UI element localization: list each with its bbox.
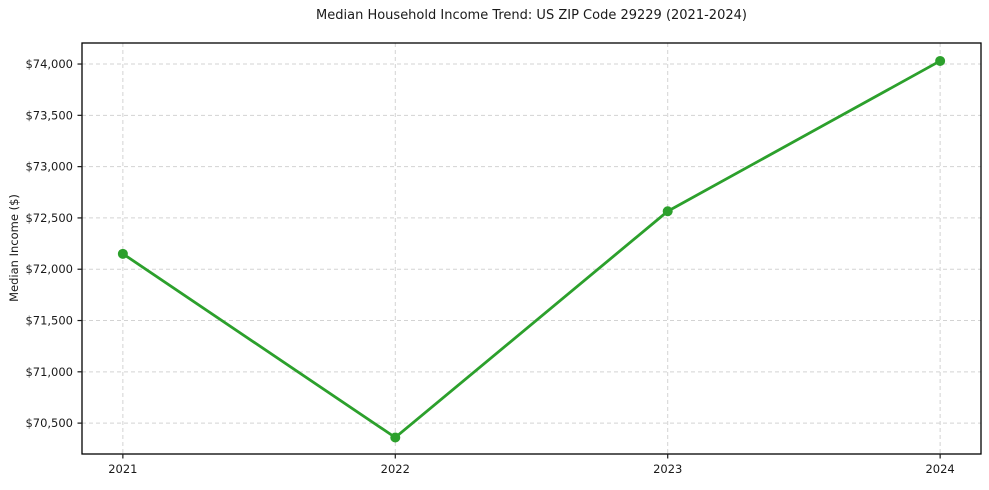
x-tick-label: 2021 [108,462,137,476]
data-point-marker [117,248,128,259]
chart-title: Median Household Income Trend: US ZIP Co… [316,8,747,23]
y-tick-label: $74,000 [25,57,73,71]
gridlines [82,43,981,454]
data-point-marker [935,55,946,66]
x-tick-label: 2024 [925,462,954,476]
data-point-marker [390,432,401,443]
plot-border [81,42,982,455]
x-axis: 2021 2022 2023 2024 [108,454,955,476]
y-tick-label: $72,000 [25,262,73,276]
series-line [121,59,942,439]
x-tick-label: 2023 [653,462,682,476]
y-tick-label: $73,500 [25,108,73,122]
y-tick-label: $72,500 [25,211,73,225]
y-tick-label: $70,500 [25,416,73,430]
y-tick-label: $73,000 [25,160,73,174]
y-tick-label: $71,500 [25,314,73,328]
x-tick-label: 2022 [381,462,410,476]
y-axis: $70,500 $71,000 $71,500 $72,000 $72,500 $73,0… [25,57,82,430]
data-point-marker [662,206,673,217]
y-tick-label: $71,000 [25,365,73,379]
